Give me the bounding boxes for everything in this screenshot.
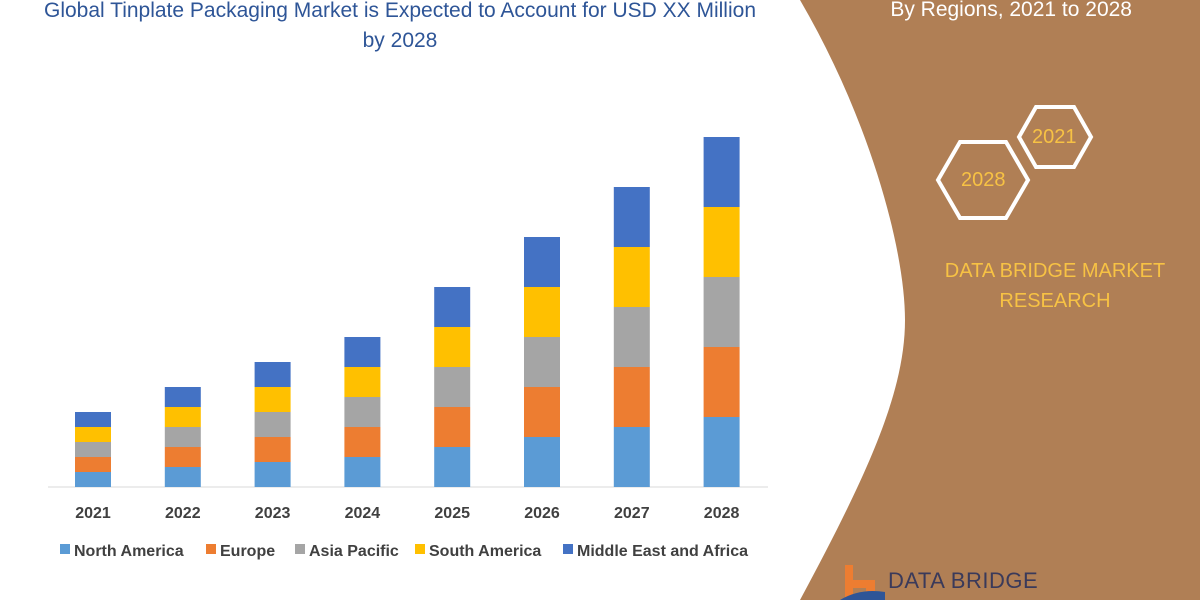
bar-segment-2022-4 bbox=[164, 387, 201, 407]
bar-segment-2025-3 bbox=[434, 327, 471, 367]
x-tick-label: 2028 bbox=[704, 505, 740, 522]
x-tick-label: 2022 bbox=[165, 505, 201, 522]
bar-segment-2024-4 bbox=[344, 337, 381, 367]
bar-segment-2025-1 bbox=[434, 407, 471, 447]
bar-segment-2021-2 bbox=[75, 442, 111, 457]
legend-label: Europe bbox=[220, 543, 275, 560]
bar-segment-2021-1 bbox=[75, 457, 111, 472]
side-panel bbox=[800, 0, 1200, 600]
legend-swatch bbox=[60, 544, 70, 554]
bar-segment-2024-3 bbox=[344, 367, 381, 397]
legend-label: North America bbox=[74, 543, 184, 560]
bar-segment-2026-4 bbox=[524, 237, 560, 287]
bar-segment-2028-2 bbox=[703, 277, 740, 347]
bar-segment-2022-2 bbox=[164, 427, 201, 447]
bar-segment-2023-1 bbox=[254, 437, 291, 462]
bar-segment-2026-2 bbox=[524, 337, 560, 387]
bar-segment-2026-0 bbox=[524, 437, 560, 487]
legend-swatch bbox=[415, 544, 425, 554]
x-tick-label: 2025 bbox=[434, 505, 470, 522]
x-tick-label: 2021 bbox=[75, 505, 111, 522]
bar-segment-2024-1 bbox=[344, 427, 381, 457]
brand-name: DATA BRIDGE MARKET RESEARCH bbox=[944, 260, 1166, 312]
bar-segment-2023-3 bbox=[254, 387, 291, 412]
bar-segment-2024-2 bbox=[344, 397, 381, 427]
bar-segment-2027-2 bbox=[613, 307, 650, 367]
panel-subtitle: By Regions, 2021 to 2028 bbox=[890, 0, 1132, 21]
legend-label: Asia Pacific bbox=[309, 543, 399, 560]
bar-segment-2025-4 bbox=[434, 287, 471, 327]
hexagon-2021 bbox=[1016, 105, 1094, 169]
logo-text: DATA BRIDGE bbox=[888, 568, 1039, 593]
bar-segment-2023-4 bbox=[254, 362, 291, 387]
legend-swatch bbox=[295, 544, 305, 554]
x-tick-label: 2024 bbox=[345, 505, 381, 522]
x-tick-label: 2027 bbox=[614, 505, 650, 522]
bar-segment-2023-0 bbox=[254, 462, 291, 487]
bar-segment-2027-4 bbox=[613, 187, 650, 247]
bar-segment-2024-0 bbox=[344, 457, 381, 487]
bar-segment-2026-3 bbox=[524, 287, 560, 337]
bar-segment-2022-1 bbox=[164, 447, 201, 467]
bar-segment-2021-3 bbox=[75, 427, 111, 442]
bar-segment-2027-3 bbox=[613, 247, 650, 307]
hexagon-2028 bbox=[935, 140, 1031, 220]
bar-segment-2028-0 bbox=[703, 417, 740, 487]
x-tick-label: 2026 bbox=[524, 505, 560, 522]
bar-segment-2021-0 bbox=[75, 472, 111, 487]
bar-segment-2022-3 bbox=[164, 407, 201, 427]
bar-segment-2027-0 bbox=[613, 427, 650, 487]
legend-label: South America bbox=[429, 543, 541, 560]
bar-segment-2022-0 bbox=[164, 467, 201, 487]
legend-label: Middle East and Africa bbox=[577, 543, 748, 560]
legend-swatch bbox=[206, 544, 216, 554]
x-tick-label: 2023 bbox=[255, 505, 291, 522]
stacked-bar-chart: 2021 2022 2023 2024 2025 2026 2027 2028 North Am… bbox=[48, 137, 768, 560]
hex-label-2021: 2021 bbox=[1032, 126, 1077, 148]
bar-segment-2023-2 bbox=[254, 412, 291, 437]
bar-segment-2028-4 bbox=[703, 137, 740, 207]
bar-segment-2025-0 bbox=[434, 447, 471, 487]
bar-segment-2025-2 bbox=[434, 367, 471, 407]
bar-segment-2027-1 bbox=[613, 367, 650, 427]
bar-segment-2026-1 bbox=[524, 387, 560, 437]
bar-segment-2028-1 bbox=[703, 347, 740, 417]
bar-segment-2028-3 bbox=[703, 207, 740, 277]
bar-segment-2021-4 bbox=[75, 412, 111, 427]
legend-swatch bbox=[563, 544, 573, 554]
chart-title: Global Tinplate Packaging Market is Expe… bbox=[43, 0, 756, 52]
logo-icon bbox=[840, 565, 885, 600]
hex-label-2028: 2028 bbox=[961, 169, 1006, 191]
